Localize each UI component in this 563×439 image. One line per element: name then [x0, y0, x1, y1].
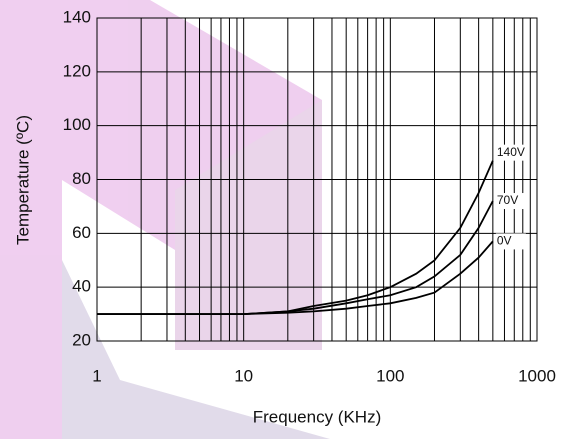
legend-label: 70V	[497, 193, 518, 207]
label-background	[495, 144, 526, 161]
plot-area: 20 40 60 80 100 120 140 1 10 100 1000 140V 70V 0V	[63, 7, 556, 385]
watermark	[0, 0, 330, 439]
x-tick-label: 1000	[518, 366, 556, 385]
y-tick-label: 140	[63, 7, 91, 26]
y-tick-label: 20	[72, 330, 91, 349]
series-line	[97, 240, 494, 315]
y-tick-label: 100	[63, 115, 91, 134]
x-tick-label: 10	[234, 366, 253, 385]
label-background	[495, 193, 526, 210]
x-tick-label: 1	[92, 366, 101, 385]
x-tick-label: 100	[376, 366, 404, 385]
y-axis-label: Temperature (ºC)	[13, 115, 32, 245]
y-tick-label: 120	[63, 61, 91, 80]
y-tick-label: 60	[72, 223, 91, 242]
legend-label: 0V	[497, 234, 512, 248]
x-axis-label: Frequency (KHz)	[253, 407, 381, 426]
y-tick-label: 80	[72, 169, 91, 188]
legend-label: 140V	[497, 145, 525, 159]
y-tick-label: 40	[72, 277, 91, 296]
label-background	[495, 233, 526, 250]
